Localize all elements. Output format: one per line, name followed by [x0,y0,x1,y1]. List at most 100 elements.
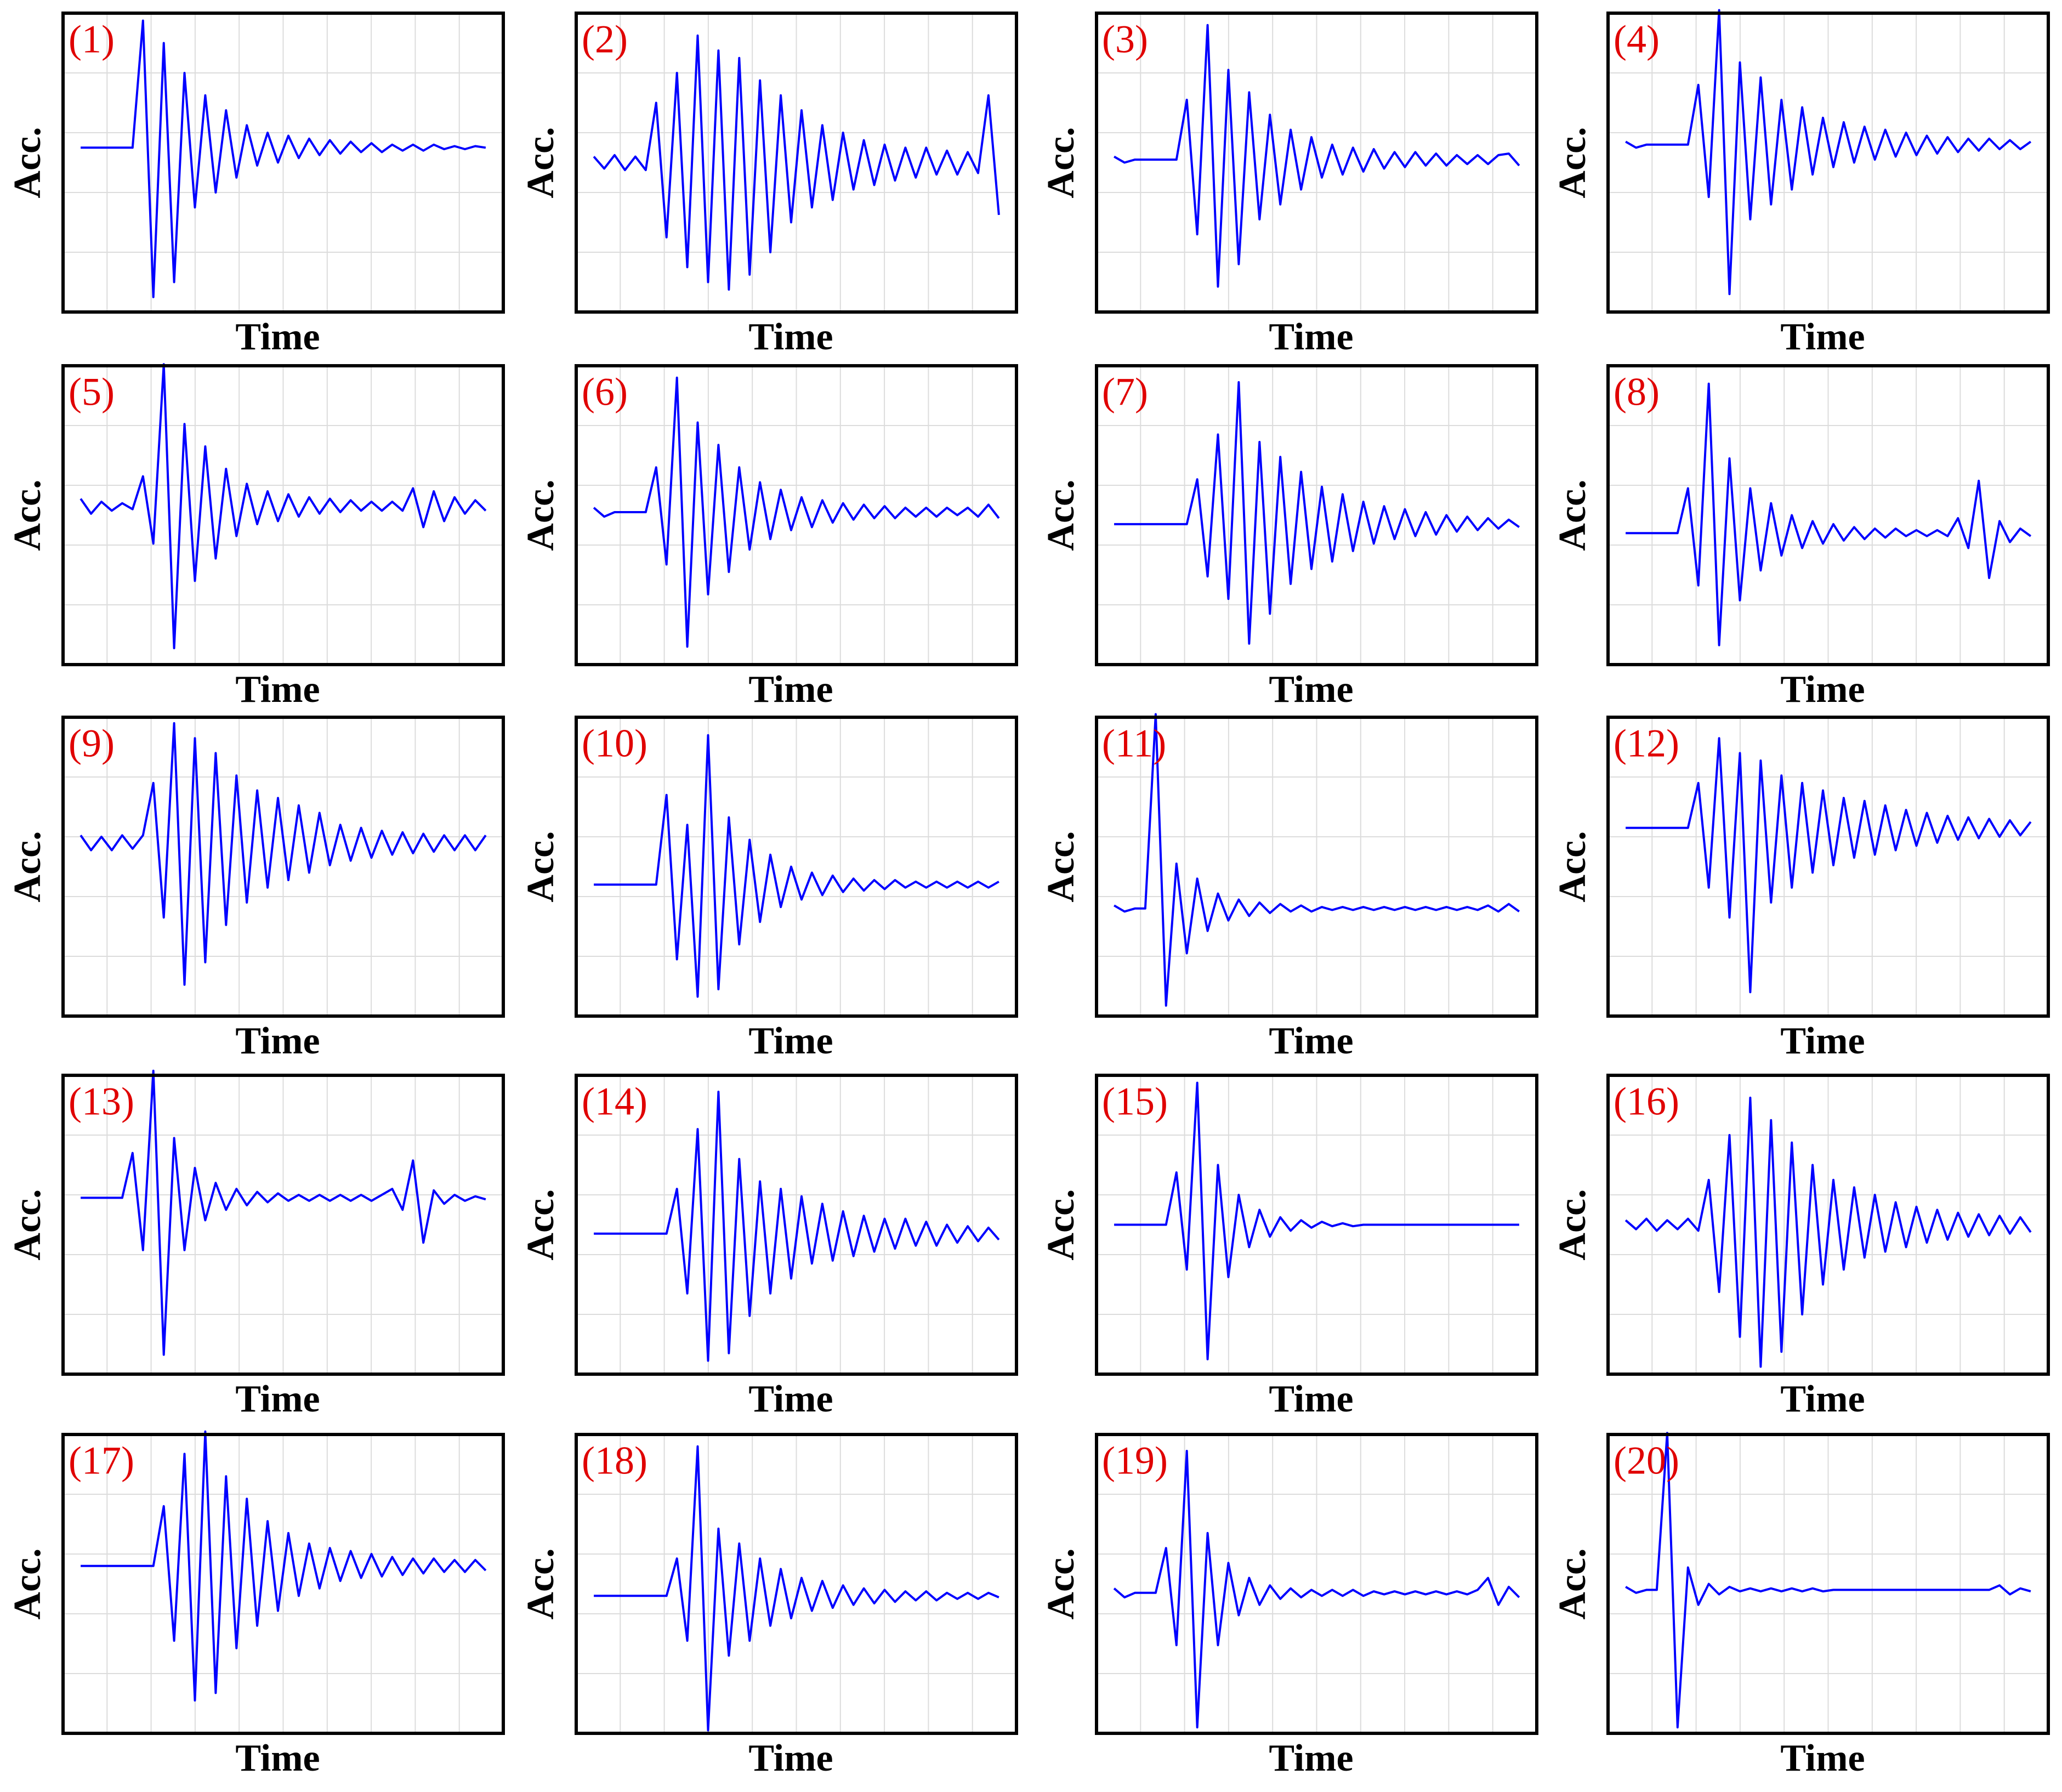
y-axis-label: Acc. [1040,479,1082,551]
waveform [594,1091,1000,1362]
x-axis-label: Time [748,1737,833,1779]
panel: (16) Time Acc. [1552,1074,2050,1420]
x-axis-label: Time [748,668,833,711]
panel: (8) Time Acc. [1552,364,2050,711]
panel-frame [61,1074,505,1376]
panel-label: (5) [69,370,115,414]
panel: (4) Time Acc. [1552,9,2050,358]
waveform [1114,381,1520,645]
panel-label: (14) [582,1080,647,1124]
y-axis-label: Acc. [7,127,49,198]
panel-frame [61,12,505,314]
x-axis-label: Time [235,668,320,711]
panel-frame [61,364,505,666]
panel-frame [61,1433,505,1735]
panel: (11) Time Acc. [1040,713,1538,1062]
waveform [81,19,486,298]
y-axis-label: Acc. [7,1548,49,1619]
panel-frame [1606,1074,2050,1376]
x-axis-label: Time [1269,1737,1353,1779]
x-axis-label: Time [1269,1378,1353,1420]
waveform [1114,1081,1519,1360]
panel-frame [1606,716,2050,1018]
y-axis-label: Acc. [1552,479,1594,551]
panel-frame [1095,716,1538,1018]
panel-label: (20) [1614,1439,1679,1483]
x-axis-label: Time [235,1737,320,1779]
panel: (5) Time Acc. [7,363,505,711]
panel: (2) Time Acc. [520,12,1018,358]
waveform [594,734,999,998]
panel: (20) Time Acc. [1552,1432,2050,1779]
panel: (6) Time Acc. [520,364,1018,711]
panel: (7) Time Acc. [1040,364,1538,711]
x-axis-label: Time [235,1020,320,1062]
waveform [1625,1432,2031,1729]
panel-frame [575,716,1018,1018]
y-axis-label: Acc. [7,479,49,551]
panel: (19) Time Acc. [1040,1433,1538,1779]
y-axis-label: Acc. [1552,1189,1594,1260]
panel-frame [575,12,1018,314]
waveform [1114,713,1520,1007]
panel: (18) Time Acc. [520,1433,1018,1779]
waveform [81,1069,486,1356]
panel-frame [575,1074,1018,1376]
y-axis-label: Acc. [520,479,562,551]
waveform [1114,24,1520,288]
x-axis-label: Time [1780,1378,1865,1420]
panel: (13) Time Acc. [7,1069,505,1420]
y-axis-label: Acc. [520,1548,562,1619]
x-axis-label: Time [235,1378,320,1420]
waveform [79,363,487,649]
panel-frame [1095,1074,1538,1376]
panel-label: (7) [1102,370,1148,414]
panel: (9) Time Acc. [7,716,505,1062]
panel-label: (1) [69,18,115,61]
waveform [1113,1450,1520,1729]
x-axis-label: Time [1269,668,1353,711]
panel-frame [1095,12,1538,314]
panel-frame [1606,1433,2050,1735]
y-axis-label: Acc. [1040,831,1082,902]
waveform [1624,1096,2032,1368]
panel-label: (15) [1102,1080,1168,1124]
y-axis-label: Acc. [520,127,562,198]
panel-label: (8) [1614,370,1660,414]
panel: (17) Time Acc. [7,1430,505,1779]
y-axis-label: Acc. [7,831,49,902]
x-axis-label: Time [1269,316,1353,358]
x-axis-label: Time [1780,316,1865,358]
y-axis-label: Acc. [7,1189,49,1260]
panel-frame [61,716,505,1018]
y-axis-label: Acc. [520,831,562,902]
panel: (1) Time Acc. [7,12,505,358]
x-axis-label: Time [748,1020,833,1062]
panel: (15) Time Acc. [1040,1074,1538,1420]
x-axis-label: Time [235,316,320,358]
panel-label: (17) [69,1439,134,1483]
waveform [81,1430,487,1702]
panel-frame [1606,12,2050,314]
panel-label: (3) [1102,18,1148,61]
waveform [593,34,1000,291]
waveform [79,722,487,986]
panel-label: (19) [1102,1439,1168,1483]
panel-frame [575,364,1018,666]
x-axis-label: Time [1780,1737,1865,1779]
waveform [1626,737,2032,994]
y-axis-label: Acc. [520,1189,562,1260]
x-axis-label: Time [1269,1020,1353,1062]
panel-label: (9) [69,722,115,765]
panel-frame [1606,364,2050,666]
y-axis-label: Acc. [1040,1548,1082,1619]
y-axis-label: Acc. [1040,127,1082,198]
panel-frame [1095,364,1538,666]
waveform [594,1445,999,1732]
panel-label: (10) [582,722,647,765]
waveform [1626,382,2032,647]
y-axis-label: Acc. [1040,1189,1082,1260]
panel: (3) Time Acc. [1040,12,1538,358]
